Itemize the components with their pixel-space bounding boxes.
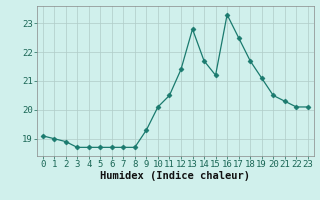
X-axis label: Humidex (Indice chaleur): Humidex (Indice chaleur): [100, 171, 250, 181]
